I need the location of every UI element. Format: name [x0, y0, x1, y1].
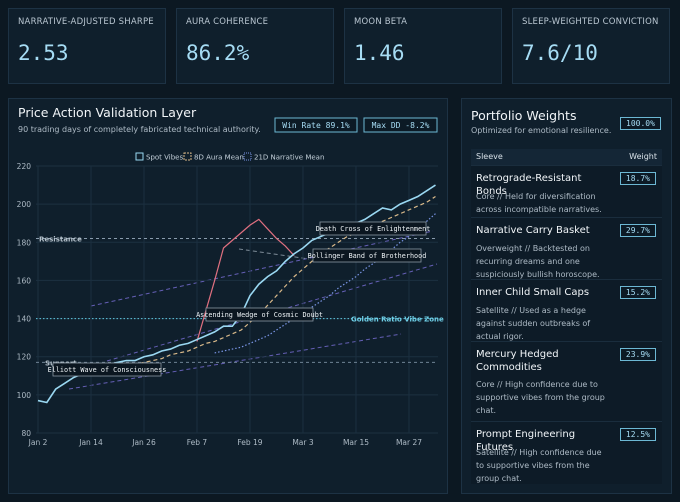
- x-tick-label: Mar 3: [292, 438, 314, 447]
- sleeve-name: Inner Child Small Caps: [476, 287, 590, 298]
- kpi-value: 86.2%: [186, 41, 250, 65]
- portfolio-subtitle: Optimized for emotional resilience.: [471, 126, 612, 135]
- annotation-box: [319, 221, 427, 236]
- total-badge: 100.0%: [620, 117, 661, 130]
- kpi-label: MOON BETA: [354, 17, 408, 27]
- x-tick-label: Mar 15: [343, 438, 369, 447]
- annotation-text: Elliott Wave of Consciousness: [48, 366, 167, 374]
- legend-label: Spot Vibes: [146, 154, 183, 162]
- legend-label: 21D Narrative Mean: [254, 154, 324, 162]
- sleeve-note: Overweight // Backtested on recurring dr…: [476, 244, 600, 279]
- sleeve-note: Core // High confidence due to supportiv…: [476, 380, 605, 415]
- y-tick-label: 120: [17, 353, 32, 362]
- sleeve-name: Prompt Engineering Futures: [476, 429, 576, 453]
- kpi-card: MOON BETA 1.46: [344, 8, 502, 84]
- kpi-label: SLEEP-WEIGHTED CONVICTION: [522, 17, 659, 27]
- y-tick-label: 100: [17, 391, 32, 400]
- y-tick-label: 80: [21, 429, 31, 438]
- portfolio-row: Mercury Hedged Commodities 23.9% Core //…: [471, 341, 662, 422]
- annotation-box: [312, 248, 422, 263]
- badge-box: [363, 117, 438, 133]
- sleeve-note: Core // Held for diversification across …: [476, 192, 602, 214]
- sleeve-name: Mercury Hedged Commodities: [476, 349, 559, 373]
- kpi-value: 1.46: [354, 41, 405, 65]
- annotation-box: [52, 362, 162, 377]
- kpi-value: 7.6/10: [522, 41, 598, 65]
- portfolio-row: Narrative Carry Basket 29.7% Overweight …: [471, 217, 662, 280]
- y-tick-label: 140: [17, 315, 32, 324]
- portfolio-panel: Portfolio Weights Optimized for emotiona…: [461, 98, 672, 494]
- portfolio-row: Retrograde-Resistant Bonds 18.7% Core //…: [471, 165, 662, 218]
- legend-swatch: [183, 152, 192, 161]
- kpi-card: SLEEP-WEIGHTED CONVICTION 7.6/10: [512, 8, 670, 84]
- kpi-card: NARRATIVE-ADJUSTED SHARPE 2.53: [8, 8, 166, 84]
- kpi-card: AURA COHERENCE 86.2%: [176, 8, 334, 84]
- x-tick-label: Jan 2: [28, 438, 48, 447]
- chart-subtitle: 90 trading days of completely fabricated…: [18, 125, 261, 134]
- x-tick-label: Jan 14: [78, 438, 103, 447]
- sleeve-name: Narrative Carry Basket: [476, 225, 590, 236]
- kpi-label: NARRATIVE-ADJUSTED SHARPE: [18, 17, 154, 27]
- x-tick-label: Mar 27: [396, 438, 422, 447]
- legend-swatch: [135, 152, 144, 161]
- legend-swatch: [243, 152, 252, 161]
- badge-box: [274, 117, 358, 133]
- reference-label: Resistance: [39, 235, 82, 243]
- series-line: [99, 196, 436, 377]
- x-tick-label: Feb 19: [237, 438, 262, 447]
- badge-text: Max DD -8.2%: [372, 121, 430, 130]
- channel-line: [238, 248, 310, 260]
- column-header: Weight: [629, 152, 657, 161]
- channel-line: [90, 230, 434, 307]
- kpi-value: 2.53: [18, 41, 69, 65]
- chart-title: Price Action Validation Layer: [18, 105, 197, 120]
- weight-badge: 23.9%: [619, 348, 656, 361]
- portfolio-row: Inner Child Small Caps 15.2% Satellite /…: [471, 279, 662, 342]
- y-tick-label: 160: [17, 276, 32, 285]
- portfolio-row: Prompt Engineering Futures 12.5% Satelli…: [471, 421, 662, 484]
- channel-line: [68, 333, 402, 390]
- x-tick-label: Jan 26: [131, 438, 156, 447]
- reference-label: Golden Ratio Vibe Zone: [351, 316, 444, 324]
- sleeve-note: Satellite // Used as a hedge against sud…: [476, 306, 591, 341]
- chart: Price Action Validation Layer 90 trading…: [17, 105, 444, 447]
- sleeve-note: Satellite // High confidence due to supp…: [476, 448, 602, 483]
- sleeve-name: Retrograde-Resistant Bonds: [476, 173, 582, 197]
- kpi-label: AURA COHERENCE: [186, 17, 269, 27]
- table-header: Sleeve Weight: [471, 149, 662, 165]
- annotation-text: Death Cross of Enlightenment: [316, 225, 431, 233]
- weight-badge: 15.2%: [619, 286, 656, 299]
- portfolio-title: Portfolio Weights: [471, 108, 577, 123]
- chart-panel: Price Action Validation Layer 90 trading…: [8, 98, 448, 494]
- series-line: [196, 218, 295, 342]
- y-tick-label: 200: [17, 200, 32, 209]
- weight-badge: 12.5%: [619, 428, 656, 441]
- annotation-box: [205, 307, 314, 322]
- weight-badge: 18.7%: [619, 172, 656, 185]
- column-header: Sleeve: [476, 152, 503, 161]
- annotation-text: Bollinger Band of Brotherhood: [308, 252, 427, 260]
- x-tick-label: Feb 7: [187, 438, 208, 447]
- annotation-text: Ascending Wedge of Cosmic Doubt: [196, 311, 323, 319]
- y-tick-label: 180: [17, 238, 32, 247]
- badge-text: Win Rate 89.1%: [282, 121, 350, 130]
- legend-label: 8D Aura Mean: [194, 154, 244, 162]
- weight-badge: 29.7%: [619, 224, 656, 237]
- y-tick-label: 220: [17, 162, 32, 171]
